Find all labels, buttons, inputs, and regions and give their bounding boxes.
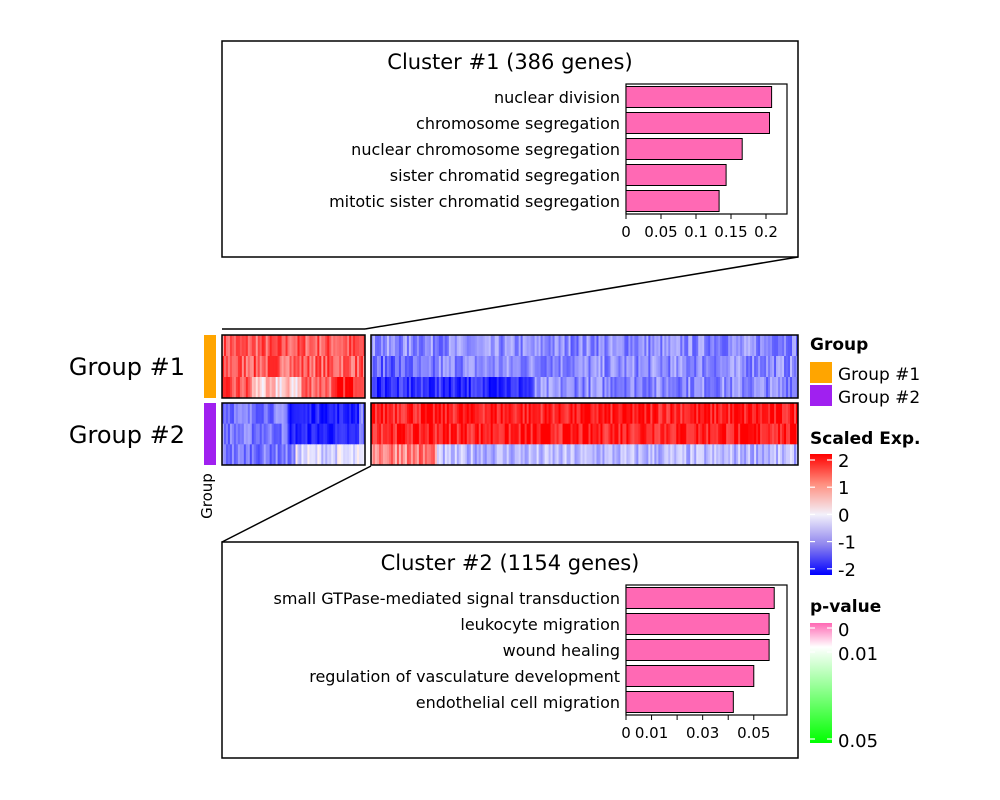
- connector-cluster2-left: [221, 465, 372, 543]
- connector-cluster1-right: [364, 256, 799, 330]
- bar-category-label: sister chromatid segregation: [390, 166, 620, 185]
- x-tick-label: 0: [621, 724, 631, 742]
- x-tick-label: 0.01: [635, 724, 668, 742]
- cluster2-x-axis: 0 0.01 0.03 0.05: [621, 715, 770, 742]
- bar-mark: [625, 164, 727, 186]
- legend-pvalue-tick-label: 0.01: [838, 644, 878, 665]
- heatmap-block-g1-c2-border: [370, 334, 799, 399]
- cluster1-x-axis: 0 0.05 0.1 0.15 0.2: [621, 214, 778, 241]
- cluster-connectors: [221, 256, 799, 543]
- cluster1-bars: [625, 86, 773, 212]
- legend-group1-swatch: [810, 362, 832, 383]
- legend-pvalue: p-value 0 0.01 0.05: [810, 597, 881, 752]
- heatmap-block: [222, 403, 366, 466]
- bar-category-label: chromosome segregation: [416, 114, 620, 133]
- x-tick-label: 0: [621, 223, 631, 241]
- legend-scaled-exp-tick-label: -1: [838, 533, 856, 554]
- legend-scaled-exp-tick-label: 1: [838, 478, 849, 499]
- group-annotation-axis-label: Group: [198, 473, 216, 519]
- x-tick-label: 0.15: [714, 223, 747, 241]
- legend-group2-label: Group #2: [838, 388, 920, 408]
- legend-pvalue-ticks: 0 0.01 0.05: [810, 620, 878, 752]
- legend-scaled-exp-colorbar: [810, 454, 832, 575]
- cluster2-panel: Cluster #2 (1154 genes) small GTPase-med…: [221, 541, 799, 759]
- row-label-group2: Group #2: [69, 421, 185, 449]
- cluster1-title: Cluster #1 (386 genes): [387, 50, 632, 74]
- bar-category-label: small GTPase-mediated signal transductio…: [274, 589, 620, 608]
- x-tick-label: 0.05: [644, 223, 677, 241]
- legend-pvalue-tick-label: 0.05: [838, 731, 878, 752]
- cluster2-title: Cluster #2 (1154 genes): [381, 551, 640, 575]
- heatmap-block: [371, 403, 799, 466]
- cluster2-bars: [625, 587, 775, 713]
- cluster1-category-labels: nuclear division chromosome segregation nu…: [329, 88, 620, 211]
- heatmap-block-g1-c1-border: [221, 334, 366, 399]
- bar-mark: [625, 112, 770, 134]
- bar-category-label: mitotic sister chromatid segregation: [329, 192, 620, 211]
- legend-scaled-exp-title: Scaled Exp.: [810, 429, 920, 449]
- heatmap-borders: [221, 334, 799, 466]
- bar-category-label: regulation of vasculature development: [309, 667, 620, 686]
- bar-category-label: nuclear chromosome segregation: [351, 140, 620, 159]
- heatmap-block: [222, 335, 366, 399]
- legend-scaled-exp-tick-label: 0: [838, 505, 849, 526]
- group1-annotation-bar: [204, 335, 216, 398]
- cluster2-category-labels: small GTPase-mediated signal transductio…: [274, 589, 620, 712]
- legend-pvalue-colorbar: [810, 623, 832, 743]
- bar-category-label: wound healing: [503, 641, 620, 660]
- heatmap: [222, 335, 799, 466]
- x-tick-label: 0.05: [737, 724, 770, 742]
- cluster1-panel: Cluster #1 (386 genes) nuclear division c…: [221, 40, 799, 258]
- x-tick-label: 0.03: [686, 724, 719, 742]
- group2-annotation-bar: [204, 403, 216, 465]
- x-tick-label: 0.2: [754, 223, 778, 241]
- legend-group2-swatch: [810, 385, 832, 406]
- legend-scaled-exp-ticks: 2 1 0 -1 -2: [810, 451, 856, 581]
- bar-mark: [625, 587, 775, 609]
- heatmap-block-g2-c1-border: [221, 402, 366, 466]
- legend-scaled-exp-tick-label: -2: [838, 560, 856, 581]
- heatmap-block: [371, 335, 799, 399]
- legend-scaled-exp-tick-label: 2: [838, 451, 849, 472]
- legend-pvalue-title: p-value: [810, 597, 881, 617]
- bar-category-label: leukocyte migration: [460, 615, 620, 634]
- bar-category-label: endothelial cell migration: [416, 693, 620, 712]
- legend-group1-label: Group #1: [838, 365, 920, 385]
- legend-scaled-exp: Scaled Exp. 2 1 0 -1 -2: [810, 429, 920, 581]
- row-label-group1: Group #1: [69, 353, 185, 381]
- legend-group-title: Group: [810, 335, 868, 355]
- bar-mark: [625, 190, 720, 212]
- bar-mark: [625, 138, 743, 160]
- bar-mark: [625, 613, 770, 635]
- x-tick-label: 0.1: [684, 223, 708, 241]
- legend-group: Group Group #1 Group #2: [810, 335, 920, 408]
- heatmap-block-g2-c2-border: [370, 402, 799, 466]
- bar-category-label: nuclear division: [494, 88, 620, 107]
- bar-mark: [625, 665, 755, 687]
- bar-mark: [625, 691, 734, 713]
- bar-mark: [625, 86, 773, 108]
- legend-pvalue-tick-label: 0: [838, 620, 849, 641]
- bar-mark: [625, 639, 770, 661]
